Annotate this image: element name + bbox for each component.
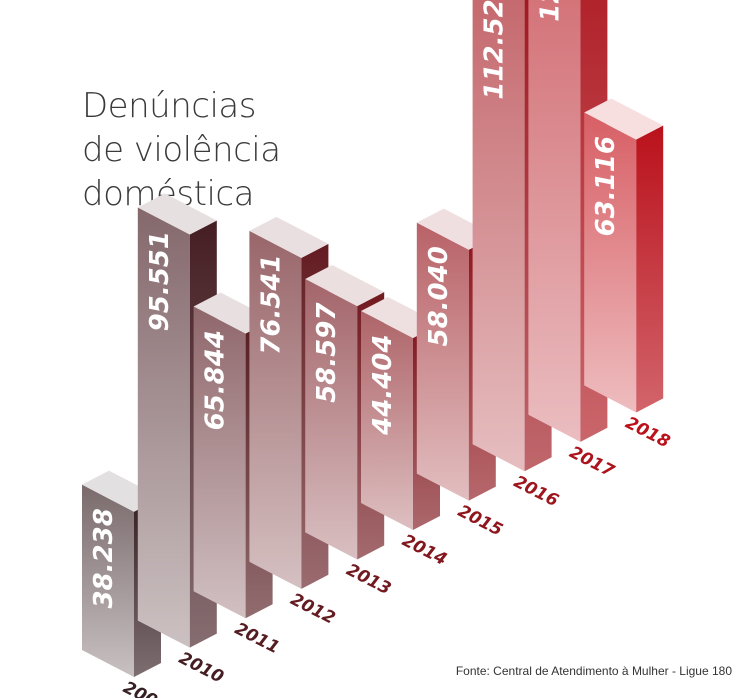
chart-title-line-2: de violência	[82, 130, 281, 170]
bar-top-2012	[249, 216, 329, 258]
year-label-2012: 2012	[287, 589, 338, 628]
bar-front-2013	[305, 279, 358, 560]
year-label-2013: 2013	[343, 560, 394, 599]
year-label-2011: 2011	[231, 619, 282, 658]
bar-2018: 63.116 2018	[584, 98, 673, 452]
value-label-2017: 123.739	[535, 0, 565, 22]
value-label-2013: 58.597	[312, 302, 342, 403]
bar-front-2012	[249, 230, 302, 589]
bar-front-2018	[584, 112, 637, 413]
value-label-2010: 95.551	[145, 231, 175, 331]
year-label-2015: 2015	[455, 501, 506, 540]
year-label-2017: 2017	[566, 442, 617, 481]
bar-front-2011	[193, 306, 246, 619]
bar-top-2010	[137, 193, 217, 235]
value-label-2009: 38.238	[89, 508, 119, 608]
bar-front-2009	[82, 484, 134, 678]
year-label-2009: 2009	[120, 678, 171, 698]
bar-side-2018	[636, 125, 664, 413]
value-label-2015: 58.040	[424, 246, 454, 346]
bars-group: 38.238 2009 95.551 2010 65.844 2011 76.541 2012…	[82, 0, 673, 698]
value-label-2014: 44.404	[368, 335, 398, 436]
value-label-2012: 76.541	[256, 254, 286, 354]
year-label-2014: 2014	[399, 531, 450, 570]
year-label-2016: 2016	[510, 472, 561, 511]
bar-front-2014	[361, 311, 413, 531]
chart-title-line-1: Denúncias	[82, 86, 256, 126]
bar-front-2017	[528, 0, 581, 442]
bar-top-2018	[584, 98, 664, 140]
value-label-2018: 63.116	[591, 136, 621, 236]
bar-front-2015	[416, 222, 469, 501]
year-label-2018: 2018	[622, 413, 673, 452]
chart-title: Denúncias de violência doméstica	[82, 84, 281, 216]
year-label-2010: 2010	[176, 648, 227, 687]
source-note: Fonte: Central de Atendimento à Mulher -…	[455, 664, 732, 678]
bar-top-2013	[305, 265, 385, 307]
value-label-2016: 112.524	[480, 0, 510, 100]
bar-front-2010	[137, 207, 190, 648]
bar-front-2016	[472, 0, 525, 472]
value-label-2011: 65.844	[201, 330, 231, 430]
